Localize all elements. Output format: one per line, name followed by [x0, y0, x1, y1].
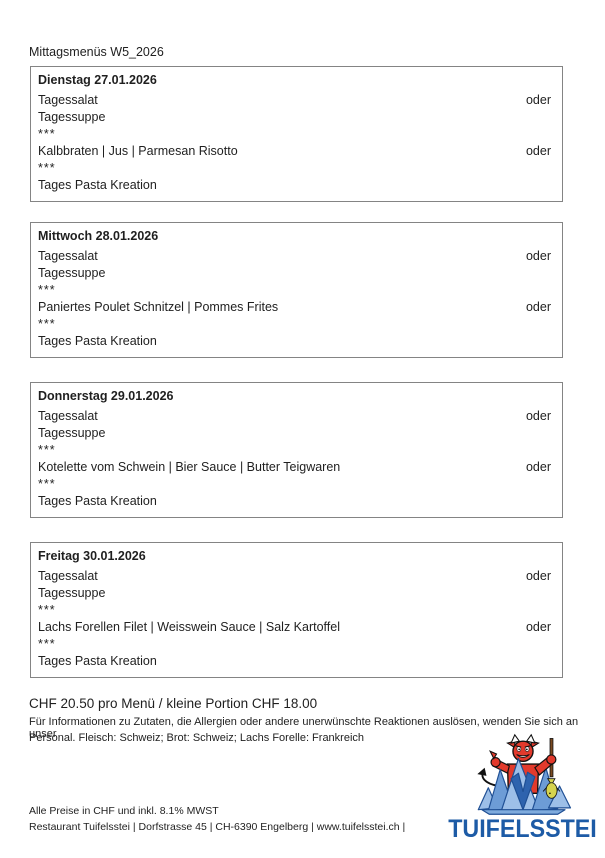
page-title: Mittagsmenüs W5_2026	[29, 45, 164, 59]
menu-row: Kalbbraten | Jus | Parmesan Risotto oder	[38, 143, 551, 160]
devil-logo-graphic	[476, 733, 571, 815]
course-separator: ***	[38, 603, 56, 617]
devil-thumbs-up-arm	[488, 750, 510, 775]
fish-icon	[542, 778, 560, 799]
course-separator: ***	[38, 477, 56, 491]
course-separator: ***	[38, 317, 56, 331]
menu-row: Paniertes Poulet Schnitzel | Pommes Frit…	[38, 299, 551, 316]
main-course: Kalbbraten | Jus | Parmesan Risotto	[38, 144, 238, 158]
devil-head	[505, 733, 540, 762]
devil-horn-left	[509, 733, 520, 744]
day-header: Donnerstag 29.01.2026	[38, 389, 174, 403]
tuifelsstei-logo: TUIFELSSTEI	[440, 733, 605, 844]
logo-wordmark: TUIFELSSTEI	[448, 815, 597, 843]
price-line: CHF 20.50 pro Menü / kleine Portion CHF …	[29, 696, 318, 711]
starter-soup: Tagessuppe	[38, 266, 106, 280]
starter-salad: Tagessalat	[38, 93, 98, 107]
or-label: oder	[525, 620, 551, 634]
address-line: Restaurant Tuifelsstei | Dorfstrasse 45 …	[29, 821, 406, 833]
menu-row: Tagessalat oder	[38, 568, 551, 585]
pasta-course: Tages Pasta Kreation	[38, 334, 157, 348]
starter-soup: Tagessuppe	[38, 426, 106, 440]
menu-box-dienstag: Dienstag 27.01.2026 Tagessalat oder Tage…	[30, 66, 563, 202]
starter-soup: Tagessuppe	[38, 110, 106, 124]
or-label: oder	[525, 144, 551, 158]
course-separator: ***	[38, 283, 56, 297]
devil-rod-arm	[533, 754, 556, 776]
menu-row: Kotelette vom Schwein | Bier Sauce | But…	[38, 459, 551, 476]
starter-salad: Tagessalat	[38, 409, 98, 423]
pasta-course: Tages Pasta Kreation	[38, 178, 157, 192]
allergy-info-line-1: Für Informationen zu Zutaten, die Allerg…	[29, 716, 579, 740]
pasta-course: Tages Pasta Kreation	[38, 654, 157, 668]
or-label: oder	[525, 460, 551, 474]
course-separator: ***	[38, 161, 56, 175]
main-course: Lachs Forellen Filet | Weisswein Sauce |…	[38, 620, 341, 634]
or-label: oder	[525, 249, 551, 263]
main-course: Paniertes Poulet Schnitzel | Pommes Frit…	[38, 300, 279, 314]
or-label: oder	[525, 409, 551, 423]
day-header: Mittwoch 28.01.2026	[38, 229, 159, 243]
menu-row: Tagessalat oder	[38, 408, 551, 425]
or-label: oder	[525, 93, 551, 107]
menu-row: Tagessalat oder	[38, 248, 551, 265]
or-label: oder	[525, 300, 551, 314]
menu-row: Tagessalat oder	[38, 92, 551, 109]
devil-horn-right	[525, 733, 536, 744]
main-course: Kotelette vom Schwein | Bier Sauce | But…	[38, 460, 341, 474]
pasta-course: Tages Pasta Kreation	[38, 494, 157, 508]
starter-soup: Tagessuppe	[38, 586, 106, 600]
day-header: Freitag 30.01.2026	[38, 549, 146, 563]
menu-box-freitag: Freitag 30.01.2026 Tagessalat oder Tages…	[30, 542, 563, 678]
or-label: oder	[525, 569, 551, 583]
vat-note: Alle Preise in CHF und inkl. 8.1% MWST	[29, 805, 219, 817]
course-separator: ***	[38, 127, 56, 141]
day-header: Dienstag 27.01.2026	[38, 73, 157, 87]
course-separator: ***	[38, 443, 56, 457]
course-separator: ***	[38, 637, 56, 651]
allergy-info-line-2: Personal. Fleisch: Schweiz; Brot: Schwei…	[29, 732, 365, 744]
menu-box-donnerstag: Donnerstag 29.01.2026 Tagessalat oder Ta…	[30, 382, 563, 518]
menu-box-mittwoch: Mittwoch 28.01.2026 Tagessalat oder Tage…	[30, 222, 563, 358]
starter-salad: Tagessalat	[38, 569, 98, 583]
menu-row: Lachs Forellen Filet | Weisswein Sauce |…	[38, 619, 551, 636]
starter-salad: Tagessalat	[38, 249, 98, 263]
